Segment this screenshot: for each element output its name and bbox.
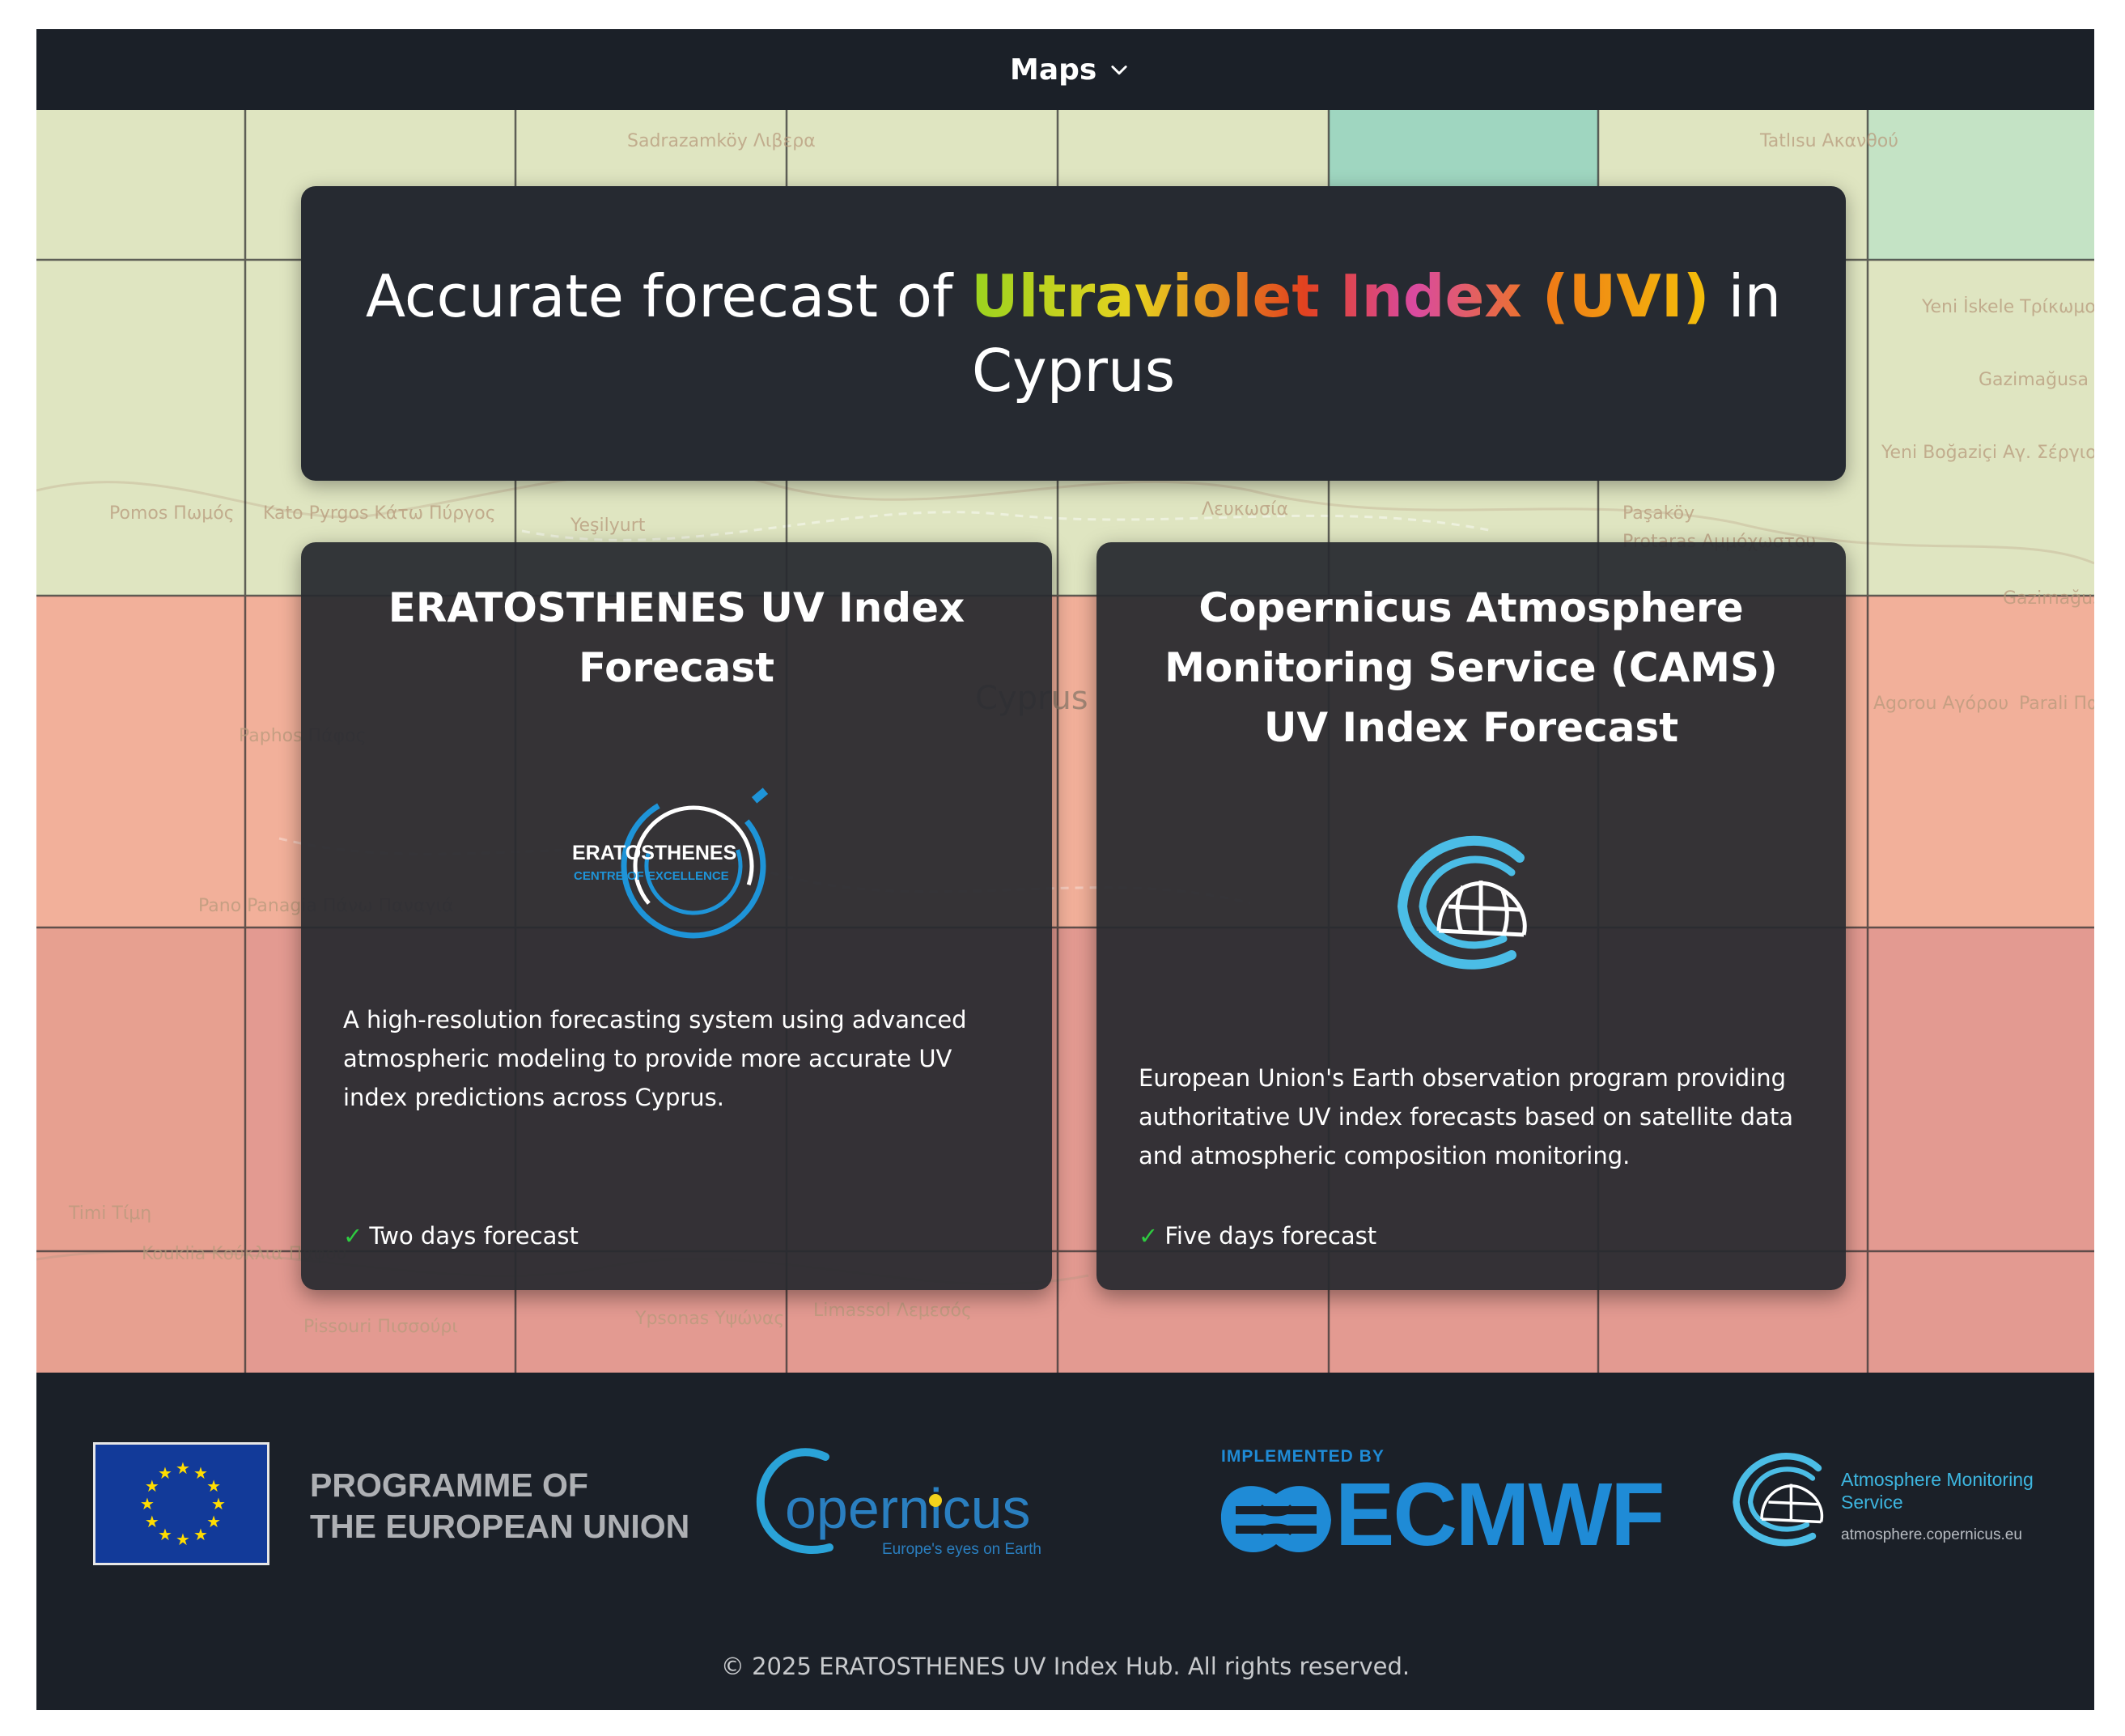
ecmwf-symbol-icon (1220, 1486, 1331, 1552)
eu-line-2: THE EUROPEAN UNION (310, 1508, 690, 1545)
eratosthenes-logo-subtext: CENTRE OF EXCELLENCE (574, 869, 729, 883)
eratosthenes-forecast-card[interactable]: ERATOSTHENES UV Index Forecast ERATOSTHE… (301, 542, 1052, 1290)
map-place-label: Sadrazamköy Λιβερα (627, 131, 816, 151)
maps-label: Maps (1010, 53, 1097, 87)
card-feature: ✓ Two days forecast (343, 1222, 579, 1250)
title-prefix: Accurate forecast of (365, 262, 972, 330)
cams-globe-icon (1397, 835, 1527, 970)
map-place-label: Limassol Λεμεσός (813, 1301, 972, 1321)
ams-url: atmosphere.copernicus.eu (1841, 1526, 2022, 1543)
map-place-label: Timi Τίμη (68, 1203, 151, 1224)
eu-star-icon: ★ (206, 1478, 221, 1496)
eratosthenes-logo: ERATOSTHENES CENTRE OF EXCELLENCE (572, 787, 769, 939)
map-place-label: Ypsonas Υψώνας (634, 1309, 784, 1329)
eu-line-1: PROGRAMME OF (310, 1466, 588, 1504)
ecmwf-logo[interactable]: IMPLEMENTED BY ECMWF (1218, 1447, 1671, 1568)
feature-label: Two days forecast (369, 1222, 579, 1250)
check-icon: ✓ (1139, 1222, 1159, 1250)
feature-label: Five days forecast (1164, 1222, 1377, 1250)
map-place-label: Tatlısu Ακανθού (1759, 131, 1898, 151)
map-place-label: Kato Pyrgos Κάτω Πύργος (263, 503, 496, 524)
maps-dropdown[interactable]: Maps (1010, 29, 1130, 110)
map-place-label: Λευκωσία (1202, 499, 1288, 520)
top-navbar: Maps (36, 29, 2094, 110)
eu-star-icon: ★ (145, 1478, 159, 1496)
map-place-label: Parali Παραλι (2019, 694, 2094, 714)
implemented-by-label: IMPLEMENTED BY (1221, 1447, 1385, 1466)
cams-globe-icon (1733, 1453, 1824, 1547)
map-place-label: Yeşilyurt (570, 516, 646, 536)
card-description: A high-resolution forecasting system usi… (343, 1006, 967, 1111)
eu-star-icon: ★ (145, 1513, 159, 1531)
eu-star-icon: ★ (211, 1496, 226, 1513)
eu-star-icon: ★ (176, 1460, 190, 1478)
ecmwf-wordmark: ECMWF (1335, 1465, 1665, 1564)
card-title: ERATOSTHENES UV Index Forecast (388, 584, 965, 691)
eu-star-icon: ★ (193, 1465, 208, 1483)
eratosthenes-logo-text: ERATOSTHENES (572, 842, 736, 864)
eu-star-icon: ★ (158, 1526, 172, 1544)
map-place-label: Agorou Αγόρου (1873, 694, 2008, 714)
map-place-label: Pissouri Πισσούρι (303, 1317, 458, 1337)
map-place-label: Gazimağusa Αμμόχωστος (2003, 588, 2094, 609)
check-icon: ✓ (343, 1222, 363, 1250)
ams-name: Atmosphere Monitoring Service (1841, 1469, 2034, 1513)
map-place-label: Yeni İskele Τρίκωμο (1921, 296, 2094, 317)
copernicus-logo-graphic: opernicus Europe's eyes on Earth (757, 1448, 1041, 1558)
footer: ★ ★ ★ ★ ★ ★ ★ ★ ★ ★ ★ ★ PROGRAMME OF THE EUROPEAN U… (36, 1373, 2094, 1710)
copyright-text: © 2025 ERATOSTHENES UV Index Hub. All ri… (720, 1653, 1410, 1680)
map-place-label: Gazimağusa Κόλπος Αμμοχώστου (1979, 370, 2094, 390)
chevron-down-icon (1111, 66, 1127, 75)
eu-star-icon: ★ (176, 1531, 190, 1549)
page-title: Accurate forecast of Ultraviolet Index (… (346, 259, 1802, 408)
eu-star-icon: ★ (206, 1513, 221, 1531)
map-place-label: Paşaköy (1622, 503, 1694, 524)
copernicus-tagline: Europe's eyes on Earth (882, 1541, 1041, 1558)
title-suffix: in Cyprus (971, 262, 1782, 405)
map-place-label: Yeni Boğaziçi Αγ. Σέργιος (1881, 443, 2094, 463)
card-description: European Union's Earth observation progr… (1139, 1064, 1793, 1169)
eu-star-icon: ★ (140, 1496, 155, 1513)
title-highlight: Ultraviolet Index (UVI) (971, 262, 1710, 330)
copernicus-wordmark: opernicus (785, 1477, 1031, 1540)
hero-title-box: Accurate forecast of Ultraviolet Index (… (301, 186, 1846, 481)
eu-programme-label: PROGRAMME OF THE EUROPEAN UNION (310, 1465, 689, 1547)
eu-star-icon: ★ (158, 1465, 172, 1483)
eu-star-icon: ★ (193, 1526, 208, 1544)
card-title: Copernicus Atmosphere Monitoring Service… (1164, 584, 1778, 751)
eu-flag-icon[interactable]: ★ ★ ★ ★ ★ ★ ★ ★ ★ ★ ★ ★ (93, 1442, 269, 1565)
eu-stars: ★ ★★★★★★★★★★★ (140, 1460, 226, 1549)
atmosphere-monitoring-service-logo[interactable]: Atmosphere Monitoring Service atmosphere… (1728, 1445, 2068, 1567)
app-window: Maps Sadrazamköy Λιβερα Tatlısu Ακανθού Ye… (36, 29, 2094, 1710)
card-feature: ✓ Five days forecast (1139, 1222, 1376, 1250)
cams-forecast-card[interactable]: Copernicus Atmosphere Monitoring Service… (1096, 542, 1846, 1290)
copernicus-logo[interactable]: opernicus Europe's eyes on Earth (753, 1442, 1076, 1564)
map-place-label: Pomos Πωμός (109, 503, 235, 524)
